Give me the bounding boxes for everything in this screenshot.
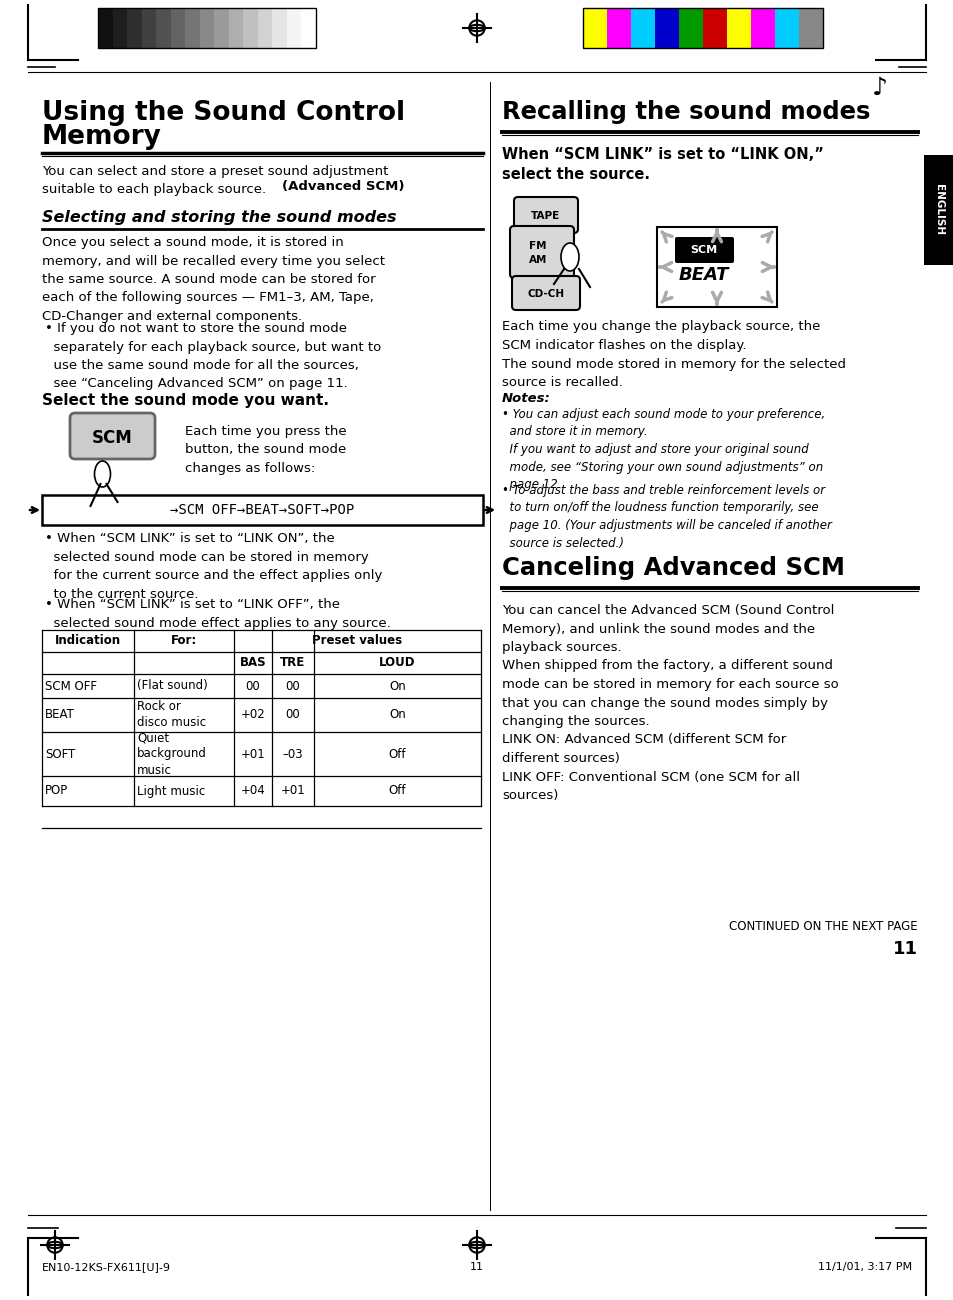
Text: Canceling Advanced SCM: Canceling Advanced SCM [501,556,844,580]
Text: • If you do not want to store the sound mode
  separately for each playback sour: • If you do not want to store the sound … [45,322,381,390]
Text: Light music: Light music [137,784,205,797]
Text: +01: +01 [240,747,265,760]
Bar [799,8,822,48]
Text: 11: 11 [892,940,917,958]
Bar [98,8,315,48]
Text: For:: For: [171,634,197,647]
FancyBboxPatch shape [514,198,578,233]
Bar [141,8,156,48]
Bar [42,495,482,525]
Text: Select the sound mode you want.: Select the sound mode you want. [42,393,329,408]
Text: When “SCM LINK” is set to “LINK ON,”: When “SCM LINK” is set to “LINK ON,” [501,147,823,162]
Text: SCM: SCM [690,244,717,255]
Text: Selecting and storing the sound modes: Selecting and storing the sound modes [42,211,396,225]
Text: EN10-12KS-FX611[U]-9: EN10-12KS-FX611[U]-9 [42,1262,171,1271]
Bar [127,8,141,48]
Ellipse shape [94,462,111,488]
Bar [726,8,750,48]
Bar [243,8,257,48]
Text: 00: 00 [285,680,300,693]
Bar [112,8,127,48]
Text: +01: +01 [280,784,305,797]
Text: CONTINUED ON THE NEXT PAGE: CONTINUED ON THE NEXT PAGE [729,920,917,933]
Bar [655,8,679,48]
Bar [750,8,774,48]
Bar [273,8,287,48]
Text: BAS: BAS [239,656,266,670]
Text: BEAT: BEAT [679,266,728,283]
Text: +04: +04 [240,784,265,797]
Bar [257,8,273,48]
Bar [301,8,315,48]
Text: →SCM OFF→BEAT→SOFT→POP: →SCM OFF→BEAT→SOFT→POP [171,503,355,517]
Text: Quiet
background
music: Quiet background music [137,732,207,776]
Text: You can select and store a preset sound adjustment
suitable to each playback sou: You can select and store a preset sound … [42,165,388,196]
FancyBboxPatch shape [70,413,154,459]
Text: Off: Off [388,784,406,797]
Bar [702,8,726,48]
Text: • When “SCM LINK” is set to “LINK ON”, the
  selected sound mode can be stored i: • When “SCM LINK” is set to “LINK ON”, t… [45,532,382,601]
FancyBboxPatch shape [512,276,579,309]
FancyBboxPatch shape [675,237,733,263]
Text: LOUD: LOUD [379,656,416,670]
FancyBboxPatch shape [510,226,574,278]
Bar [214,8,229,48]
Bar [657,227,776,307]
Bar [156,8,171,48]
Text: 11: 11 [470,1262,483,1271]
Text: 00: 00 [245,680,260,693]
Bar [98,8,112,48]
Text: 00: 00 [285,708,300,722]
Text: Preset values: Preset values [313,634,402,647]
Text: Recalling the sound modes: Recalling the sound modes [501,100,869,124]
Text: ♪: ♪ [871,75,887,100]
Bar [287,8,301,48]
Text: SCM OFF: SCM OFF [45,680,97,693]
Bar [199,8,214,48]
Bar [774,8,799,48]
Text: CD-CH: CD-CH [527,289,564,299]
Text: FM: FM [529,240,546,251]
Bar [679,8,702,48]
Text: Using the Sound Control: Using the Sound Control [42,100,405,126]
Bar [923,155,953,265]
Text: POP: POP [45,784,69,797]
Text: SCM: SCM [92,429,132,447]
Text: Each time you change the playback source, the
SCM indicator flashes on the displ: Each time you change the playback source… [501,320,820,351]
Text: Notes:: Notes: [501,393,550,406]
Text: • You can adjust each sound mode to your preference,
  and store it in memory.
 : • You can adjust each sound mode to your… [501,408,824,491]
Text: On: On [389,708,405,722]
Text: 11/1/01, 3:17 PM: 11/1/01, 3:17 PM [817,1262,911,1271]
Text: BEAT: BEAT [45,708,74,722]
Text: (Flat sound): (Flat sound) [137,680,208,693]
Bar [185,8,199,48]
Text: Memory: Memory [42,124,162,150]
Text: (Advanced SCM): (Advanced SCM) [282,179,404,192]
Text: On: On [389,680,405,693]
Text: AM: AM [528,255,547,265]
Ellipse shape [560,243,578,270]
Text: ENGLISH: ENGLISH [933,185,943,235]
Bar [171,8,185,48]
Text: • To adjust the bass and treble reinforcement levels or
  to turn on/off the lou: • To adjust the bass and treble reinforc… [501,484,831,550]
Text: You can cancel the Advanced SCM (Sound Control
Memory), and unlink the sound mod: You can cancel the Advanced SCM (Sound C… [501,604,838,802]
Text: Off: Off [388,747,406,760]
Bar [582,8,822,48]
Text: SOFT: SOFT [45,747,75,760]
Text: Rock or
disco music: Rock or disco music [137,701,206,729]
Bar [229,8,243,48]
Bar [582,8,606,48]
Text: • When “SCM LINK” is set to “LINK OFF”, the
  selected sound mode effect applies: • When “SCM LINK” is set to “LINK OFF”, … [45,598,391,629]
Text: TAPE: TAPE [531,211,560,221]
Text: TRE: TRE [280,656,305,670]
Text: Once you select a sound mode, it is stored in
memory, and will be recalled every: Once you select a sound mode, it is stor… [42,237,385,322]
Text: select the source.: select the source. [501,166,649,182]
Text: The sound mode stored in memory for the selected
source is recalled.: The sound mode stored in memory for the … [501,358,845,390]
Text: Indication: Indication [55,634,121,647]
Text: +02: +02 [240,708,265,722]
Bar [630,8,655,48]
Text: Each time you press the
button, the sound mode
changes as follows:: Each time you press the button, the soun… [185,425,346,474]
Bar [606,8,630,48]
Text: –03: –03 [282,747,303,760]
